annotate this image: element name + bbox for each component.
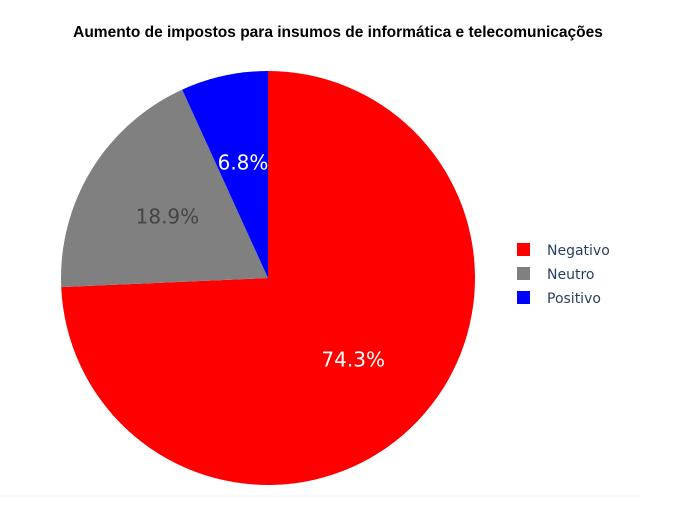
legend-label-negativo: Negativo bbox=[547, 243, 610, 259]
legend-item-negativo[interactable]: Negativo bbox=[517, 243, 610, 259]
legend-swatch-negativo bbox=[517, 243, 530, 256]
pie-slice-positivo[interactable] bbox=[182, 71, 268, 278]
legend-item-positivo[interactable]: Positivo bbox=[517, 291, 601, 307]
legend-label-positivo: Positivo bbox=[547, 291, 601, 307]
slice-label-negativo: 74.3% bbox=[321, 348, 385, 372]
legend-label-neutro: Neutro bbox=[547, 267, 594, 283]
slice-label-positivo: 6.8% bbox=[218, 151, 269, 175]
pie-slice-neutro[interactable] bbox=[60, 89, 269, 288]
pie-slice-negativo[interactable] bbox=[61, 71, 475, 486]
slice-labels: 74.3% 18.9% 6.8% bbox=[136, 151, 385, 372]
legend: Negativo Neutro Positivo bbox=[517, 243, 610, 307]
slice-label-neutro: 18.9% bbox=[136, 204, 200, 228]
legend-item-neutro[interactable]: Neutro bbox=[517, 267, 594, 283]
pie-chart bbox=[60, 71, 475, 486]
chart-title: Aumento de impostos para insumos de info… bbox=[73, 24, 603, 41]
legend-swatch-positivo bbox=[517, 291, 530, 304]
legend-swatch-neutro bbox=[517, 267, 530, 280]
